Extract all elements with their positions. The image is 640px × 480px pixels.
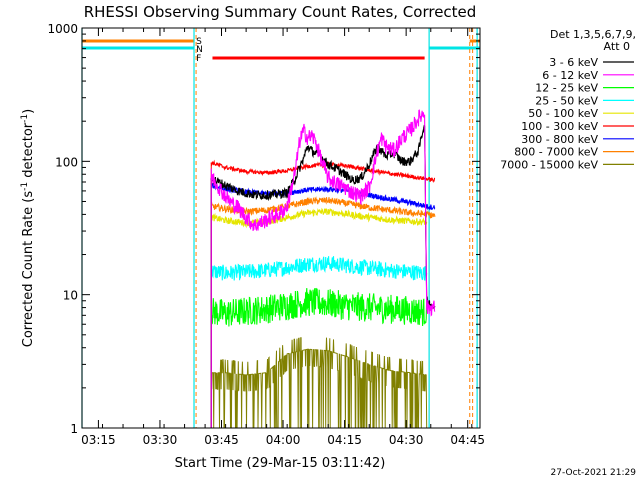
plot-frame [81,27,481,429]
legend-label-6: 300 - 800 keV [521,133,598,146]
x-tick-label-5: 04:30 [389,433,424,447]
y-tick-label-3: 1000 [47,22,78,36]
y-axis-label: Corrected Count Rate (s-1 detector-1) [20,109,36,347]
legend-header-line-2: Att 0 [604,40,630,53]
y-axis-label-mid: detector [21,122,36,182]
y-axis-label-main: Corrected Count Rate (s [21,191,36,348]
flag-f-label: F [196,54,201,64]
y-tick-label-2: 100 [55,155,78,169]
footer-date: 27-Oct-2021 21:29 [551,468,637,478]
chart-title: RHESSI Observing Summary Count Rates, Co… [84,3,477,21]
legend-label-4: 50 - 100 keV [528,107,598,120]
legend-header-line-1: Det 1,3,5,6,7,9, [550,28,636,41]
y-axis-label-sup2: -1 [20,114,30,123]
legend-label-3: 25 - 50 keV [535,94,598,107]
x-tick-label-0: 03:15 [81,433,116,447]
series-line-12-25-kev [210,287,428,327]
x-tick-label-1: 03:30 [143,433,178,447]
x-tick-label-6: 04:45 [450,433,485,447]
y-tick-label-1: 10 [63,289,78,303]
y-axis-label-sup1: -1 [20,182,30,191]
series-line-800-7000-kev [210,196,436,219]
series-line-6-12-kev [210,109,436,317]
series-line-25-50-kev [211,256,428,282]
y-axis-label-end: ) [21,109,36,114]
legend-label-1: 6 - 12 keV [542,69,598,82]
data-layer: SNF [81,28,480,429]
legend-label-2: 12 - 25 keV [535,82,598,95]
flag-s-label: S [196,37,202,47]
legend-label-7: 800 - 7000 keV [514,146,598,159]
flag-n-label: N [196,45,203,55]
legend-label-5: 100 - 300 keV [521,120,598,133]
legend-label-8: 7000 - 15000 keV [500,158,598,171]
x-tick-label-3: 04:00 [266,433,301,447]
legend-label-0: 3 - 6 keV [549,56,598,69]
y-tick-label-0: 1 [70,422,78,436]
x-tick-label-4: 04:15 [327,433,362,447]
axis-layer: 03:15 03:30 03:45 04:00 04:15 04:30 04:45 1 10 10… [47,22,485,447]
x-axis-label: Start Time (29-Mar-15 03:11:42) [175,456,386,471]
x-tick-label-2: 03:45 [204,433,239,447]
